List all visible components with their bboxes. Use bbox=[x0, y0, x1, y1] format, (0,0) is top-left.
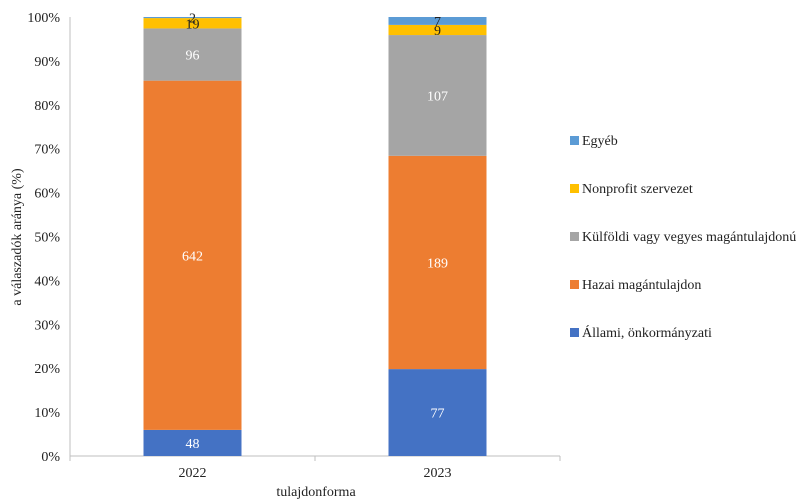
bar-segment bbox=[388, 24, 487, 36]
y-tick-label: 40% bbox=[34, 274, 60, 289]
x-axis-title: tulajdonforma bbox=[276, 485, 356, 500]
y-tick-label: 50% bbox=[34, 231, 60, 246]
legend-swatch bbox=[570, 232, 579, 241]
x-tick-label: 2023 bbox=[424, 466, 452, 481]
y-tick-label: 100% bbox=[27, 11, 60, 26]
bar-segment bbox=[388, 35, 487, 156]
y-axis-title: a válaszadók aránya (%) bbox=[10, 168, 25, 306]
bar-segment bbox=[388, 369, 487, 456]
legend-label: Állami, önkormányzati bbox=[582, 324, 712, 341]
legend-label: Hazai magántulajdon bbox=[582, 278, 701, 293]
legend-swatch bbox=[570, 136, 579, 145]
data-label: 642 bbox=[182, 249, 203, 264]
y-tick-label: 90% bbox=[34, 55, 60, 70]
data-label: 96 bbox=[186, 49, 200, 64]
legend-swatch bbox=[570, 328, 579, 337]
bars bbox=[143, 17, 487, 456]
axes: 0% 10% 20% 30% 40% 50% 60% 70% 80% 90% 100% 2022 202… bbox=[27, 11, 561, 481]
data-label: 19 bbox=[186, 17, 200, 32]
bar-segment bbox=[143, 18, 242, 29]
legend-label: Egyéb bbox=[582, 134, 618, 149]
bar-segment bbox=[143, 80, 242, 430]
data-label: 189 bbox=[427, 256, 448, 271]
y-tick-label: 20% bbox=[34, 362, 60, 377]
bar-segment bbox=[388, 17, 487, 25]
bar-segment bbox=[388, 155, 487, 370]
y-tick-label: 30% bbox=[34, 318, 60, 333]
data-label: 7 bbox=[434, 15, 441, 30]
legend-label: Külföldi vagy vegyes magántulajdonú bbox=[582, 230, 796, 245]
y-tick-label: 10% bbox=[34, 406, 60, 421]
y-tick-label: 60% bbox=[34, 187, 60, 202]
bar-segment bbox=[143, 429, 242, 456]
data-label: 9 bbox=[434, 24, 441, 39]
bar-segment bbox=[143, 28, 242, 81]
bar-segment bbox=[143, 17, 242, 19]
data-label: 2 bbox=[189, 12, 196, 27]
y-tick-label: 0% bbox=[41, 450, 60, 465]
data-label: 107 bbox=[427, 89, 448, 104]
data-label: 48 bbox=[186, 437, 200, 452]
y-tick-label: 70% bbox=[34, 143, 60, 158]
legend-swatch bbox=[570, 280, 579, 289]
data-label: 77 bbox=[431, 407, 445, 422]
y-tick-label: 80% bbox=[34, 99, 60, 114]
x-tick-label: 2022 bbox=[179, 466, 207, 481]
legend-swatch bbox=[570, 184, 579, 193]
legend-label: Nonprofit szervezet bbox=[582, 182, 693, 197]
legend: Egyéb Nonprofit szervezet Külföldi vagy ve… bbox=[570, 134, 796, 341]
data-labels: 48 642 96 192 77 189 107 97 bbox=[182, 12, 448, 452]
